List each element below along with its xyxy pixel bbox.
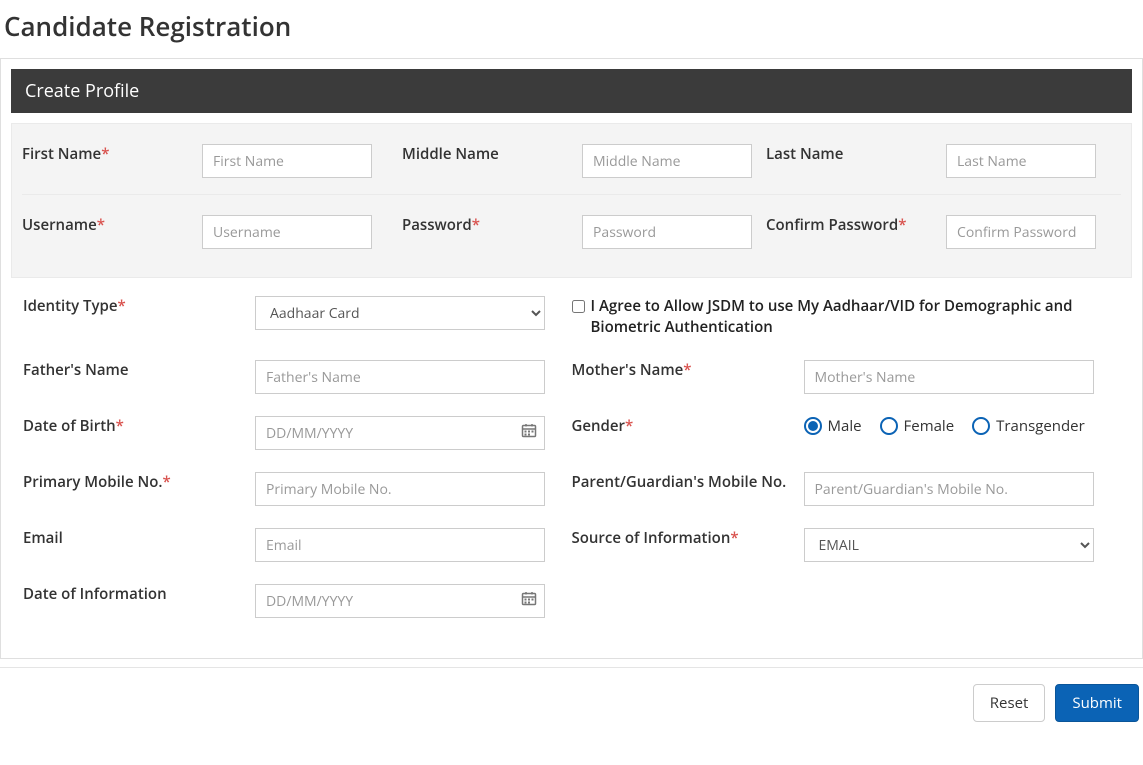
confirm-password-input[interactable] [946, 215, 1096, 249]
mother-name-label: Mother's Name* [572, 360, 804, 380]
father-name-input[interactable] [255, 360, 545, 394]
primary-mobile-input[interactable] [255, 472, 545, 506]
guardian-mobile-input[interactable] [804, 472, 1094, 506]
required-asterisk: * [118, 296, 126, 316]
username-input[interactable] [202, 215, 372, 249]
page-title: Candidate Registration [0, 0, 1143, 58]
required-asterisk: * [163, 472, 171, 492]
identity-type-label: Identity Type* [23, 296, 255, 316]
card-header: Create Profile [11, 69, 1132, 113]
username-label: Username* [22, 215, 202, 235]
last-name-input[interactable] [946, 144, 1096, 178]
gender-option-label: Female [904, 416, 955, 436]
primary-mobile-label: Primary Mobile No.* [23, 472, 255, 492]
dob-input[interactable] [255, 416, 545, 450]
required-asterisk: * [472, 215, 480, 235]
gender-label: Gender* [572, 416, 804, 436]
required-asterisk: * [97, 215, 105, 235]
gender-option-label: Male [828, 416, 862, 436]
details-section: Identity Type* Aadhaar Card I Agree to A… [11, 278, 1132, 618]
source-select[interactable]: EMAIL [804, 528, 1094, 562]
email-input[interactable] [255, 528, 545, 562]
password-label: Password* [402, 215, 582, 235]
gender-radio-female[interactable]: Female [880, 416, 955, 436]
gender-radio-group: Male Female Transgender [804, 416, 1094, 436]
reset-button[interactable]: Reset [973, 684, 1046, 722]
required-asterisk: * [101, 144, 109, 164]
divider [0, 667, 1143, 668]
date-info-input[interactable] [255, 584, 545, 618]
first-name-label: First Name* [22, 144, 202, 164]
middle-name-label: Middle Name [402, 144, 582, 164]
submit-button[interactable]: Submit [1055, 684, 1139, 722]
aadhaar-consent-checkbox[interactable] [572, 300, 585, 313]
required-asterisk: * [898, 215, 906, 235]
profile-panel: First Name* Middle Name Last Name [11, 123, 1132, 278]
last-name-label: Last Name [766, 144, 946, 164]
aadhaar-consent[interactable]: I Agree to Allow JSDM to use My Aadhaar/… [572, 296, 1092, 338]
source-label: Source of Information* [572, 528, 804, 548]
first-name-input[interactable] [202, 144, 372, 178]
guardian-mobile-label: Parent/Guardian's Mobile No. [572, 472, 804, 492]
aadhaar-consent-text: I Agree to Allow JSDM to use My Aadhaar/… [591, 296, 1092, 338]
gender-radio-transgender[interactable]: Transgender [972, 416, 1085, 436]
required-asterisk: * [625, 416, 633, 436]
email-label: Email [23, 528, 255, 548]
required-asterisk: * [116, 416, 124, 436]
create-profile-card: Create Profile First Name* Middle Name [0, 58, 1143, 659]
father-name-label: Father's Name [23, 360, 255, 380]
mother-name-input[interactable] [804, 360, 1094, 394]
password-input[interactable] [582, 215, 752, 249]
middle-name-input[interactable] [582, 144, 752, 178]
required-asterisk: * [730, 528, 738, 548]
gender-radio-male[interactable]: Male [804, 416, 862, 436]
confirm-password-label: Confirm Password* [766, 215, 946, 235]
date-info-label: Date of Information [23, 584, 255, 604]
dob-label: Date of Birth* [23, 416, 255, 436]
footer-actions: Reset Submit [0, 684, 1143, 732]
gender-option-label: Transgender [996, 416, 1085, 436]
identity-type-select[interactable]: Aadhaar Card [255, 296, 545, 330]
required-asterisk: * [683, 360, 691, 380]
